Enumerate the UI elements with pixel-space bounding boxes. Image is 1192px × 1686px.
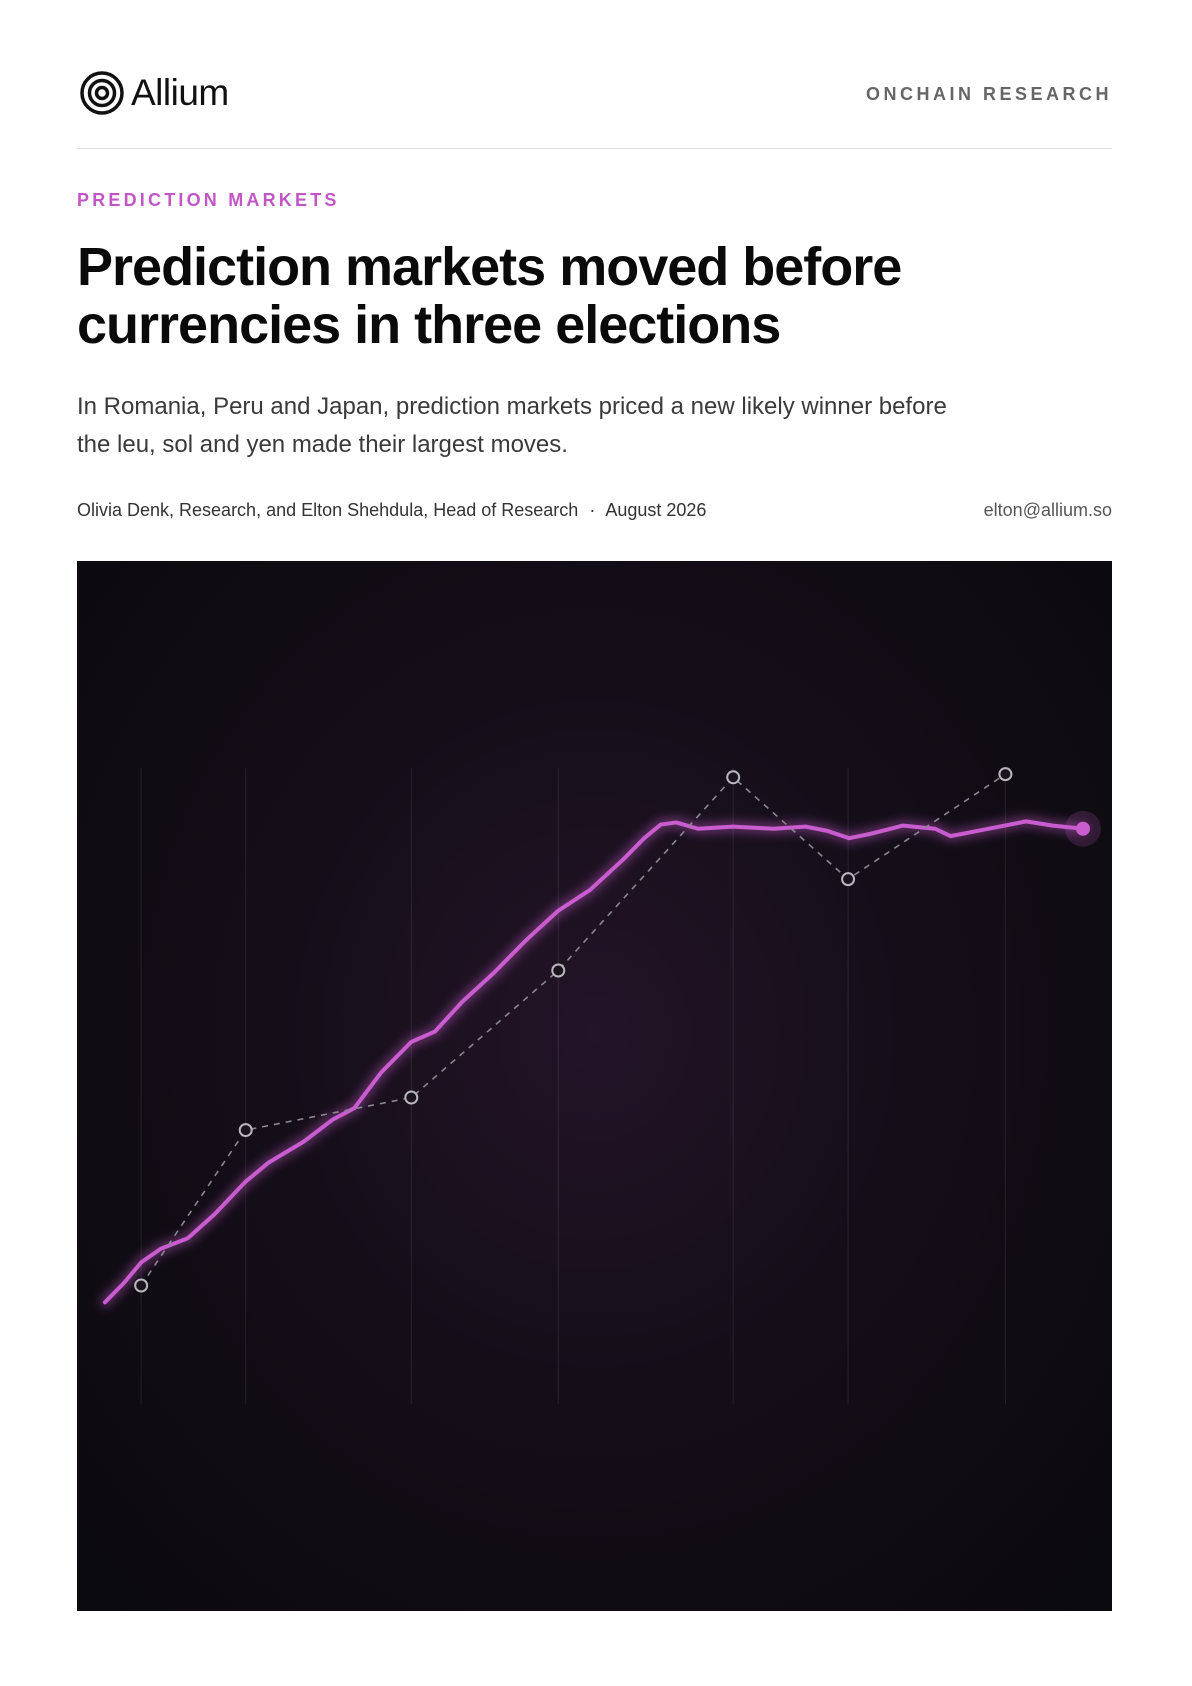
byline: Olivia Denk, Research, and Elton Shehdul… [77,500,579,520]
logo[interactable]: Allium [79,70,229,116]
point [404,1090,419,1105]
separator: · [589,500,596,520]
point [238,1123,253,1138]
title: Prediction markets moved before currenci… [77,237,902,355]
subtitle: In Romania, Peru and Japan, prediction m… [77,393,947,458]
dashed-line [140,773,1006,1286]
point [726,770,741,785]
line-glow [99,816,1089,1308]
point [998,767,1013,782]
byline-row: Olivia Denk, Research, and Elton Shehdul… [77,500,706,521]
divider [77,148,1112,149]
date: August 2026 [605,500,707,520]
section-label: ONCHAIN RESEARCH [865,84,1112,104]
point [551,963,566,978]
email[interactable]: elton@allium.so [983,500,1112,520]
point [134,1278,149,1293]
point [841,872,856,887]
logo-mark [80,71,124,115]
kicker: PREDICTION MARKETS [77,190,340,210]
brand: Allium [131,72,229,113]
chart [99,767,1102,1405]
end-point [1076,821,1091,836]
chart-panel [77,561,1112,1611]
line [102,819,1086,1305]
